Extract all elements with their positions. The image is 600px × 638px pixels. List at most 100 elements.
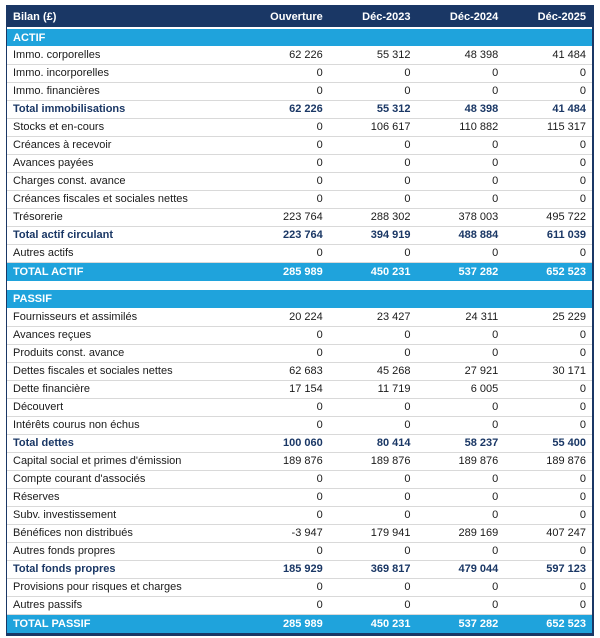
row-label: Bénéfices non distribués: [7, 524, 241, 543]
cell-value: 0: [504, 416, 592, 435]
cell-value: 23 427: [328, 308, 417, 327]
cell-value: 0: [328, 470, 417, 489]
cell-value: 0: [504, 542, 592, 561]
table-row: Avances reçues 0 0 0 0: [7, 326, 592, 345]
cell-value: 611 039: [504, 226, 592, 245]
cell-value: 0: [328, 172, 417, 191]
cell-value: 223 764: [241, 208, 329, 227]
cell-value: 0: [504, 506, 592, 525]
section-header-passif: PASSIF: [7, 290, 592, 308]
cell-value: 378 003: [416, 208, 505, 227]
cell-value: 20 224: [241, 308, 329, 327]
cell-value: 62 226: [241, 46, 329, 65]
cell-value: 185 929: [241, 560, 329, 579]
cell-value: 0: [241, 190, 329, 209]
column-header: Déc-2025: [504, 6, 592, 29]
row-label: Créances fiscales et sociales nettes: [7, 190, 241, 209]
cell-value: 0: [504, 136, 592, 155]
cell-value: 0: [416, 154, 505, 173]
cell-value: 62 226: [241, 100, 329, 119]
cell-value: 0: [241, 244, 329, 263]
table-row: Stocks et en-cours 0 106 617 110 882 115 317: [7, 118, 592, 137]
cell-value: 80 414: [328, 434, 417, 453]
row-label: Capital social et primes d'émission: [7, 452, 241, 471]
total-value: 537 282: [416, 262, 505, 281]
cell-value: 0: [416, 64, 505, 83]
table-row: Immo. corporelles 62 226 55 312 48 398 41 48…: [7, 46, 592, 65]
table-row: Trésorerie 223 764 288 302 378 003 495 722: [7, 208, 592, 227]
cell-value: 110 882: [416, 118, 505, 137]
row-label: Intérêts courus non échus: [7, 416, 241, 435]
table-row: Autres passifs 0 0 0 0: [7, 596, 592, 615]
cell-value: 189 876: [241, 452, 329, 471]
total-label: TOTAL ACTIF: [7, 262, 241, 281]
cell-value: 0: [241, 344, 329, 363]
row-label: Immo. financières: [7, 82, 241, 101]
cell-value: 0: [504, 154, 592, 173]
cell-value: 179 941: [328, 524, 417, 543]
row-label: Dettes fiscales et sociales nettes: [7, 362, 241, 381]
table-row: Compte courant d'associés 0 0 0 0: [7, 470, 592, 489]
cell-value: 24 311: [416, 308, 505, 327]
cell-value: 25 229: [504, 308, 592, 327]
subtotal-row: Total fonds propres 185 929 369 817 479 044…: [7, 560, 592, 579]
table-row: Bénéfices non distribués -3 947 179 941 289…: [7, 524, 592, 543]
total-value: 652 523: [504, 262, 592, 281]
cell-value: 0: [328, 398, 417, 417]
cell-value: 0: [504, 326, 592, 345]
table-row: Créances à recevoir 0 0 0 0: [7, 136, 592, 155]
cell-value: 0: [328, 344, 417, 363]
cell-value: 0: [416, 244, 505, 263]
cell-value: 394 919: [328, 226, 417, 245]
table-body: ACTIF Immo. corporelles 62 226 55 312 48 398…: [7, 28, 592, 633]
cell-value: 0: [416, 344, 505, 363]
row-label: Subv. investissement: [7, 506, 241, 525]
subtotal-row: Total dettes 100 060 80 414 58 237 55 400: [7, 434, 592, 453]
cell-value: 0: [416, 596, 505, 615]
cell-value: 45 268: [328, 362, 417, 381]
cell-value: 0: [241, 136, 329, 155]
cell-value: 41 484: [504, 46, 592, 65]
cell-value: 0: [504, 64, 592, 83]
total-value: 450 231: [328, 262, 417, 281]
cell-value: 0: [328, 64, 417, 83]
row-label: Créances à recevoir: [7, 136, 241, 155]
column-header: Ouverture: [241, 6, 329, 29]
section-title: ACTIF: [7, 28, 592, 46]
cell-value: 0: [416, 136, 505, 155]
row-label: Charges const. avance: [7, 172, 241, 191]
cell-value: 0: [328, 416, 417, 435]
cell-value: 30 171: [504, 362, 592, 381]
row-label: Trésorerie: [7, 208, 241, 227]
column-header: Déc-2023: [328, 6, 417, 29]
cell-value: 0: [241, 506, 329, 525]
total-row-passif: TOTAL PASSIF 285 989 450 231 537 282 652 523: [7, 614, 592, 633]
cell-value: 100 060: [241, 434, 329, 453]
cell-value: 0: [328, 596, 417, 615]
table-row: Immo. incorporelles 0 0 0 0: [7, 64, 592, 83]
table-row: Dette financière 17 154 11 719 6 005 0: [7, 380, 592, 399]
total-value: 285 989: [241, 262, 329, 281]
cell-value: 0: [504, 470, 592, 489]
cell-value: 0: [328, 82, 417, 101]
total-value: 537 282: [416, 614, 505, 633]
cell-value: 0: [328, 488, 417, 507]
cell-value: 0: [241, 416, 329, 435]
cell-value: 289 169: [416, 524, 505, 543]
cell-value: 0: [241, 488, 329, 507]
cell-value: 48 398: [416, 46, 505, 65]
section-gap-cell: [7, 281, 592, 290]
cell-value: 189 876: [416, 452, 505, 471]
table-row: Produits const. avance 0 0 0 0: [7, 344, 592, 363]
total-row-actif: TOTAL ACTIF 285 989 450 231 537 282 652 523: [7, 262, 592, 281]
row-label: Immo. corporelles: [7, 46, 241, 65]
cell-value: 55 400: [504, 434, 592, 453]
cell-value: 0: [328, 244, 417, 263]
cell-value: 0: [241, 596, 329, 615]
total-value: 652 523: [504, 614, 592, 633]
cell-value: 0: [504, 578, 592, 597]
table-row: Subv. investissement 0 0 0 0: [7, 506, 592, 525]
section-gap: [7, 281, 592, 290]
cell-value: 369 817: [328, 560, 417, 579]
cell-value: 189 876: [328, 452, 417, 471]
